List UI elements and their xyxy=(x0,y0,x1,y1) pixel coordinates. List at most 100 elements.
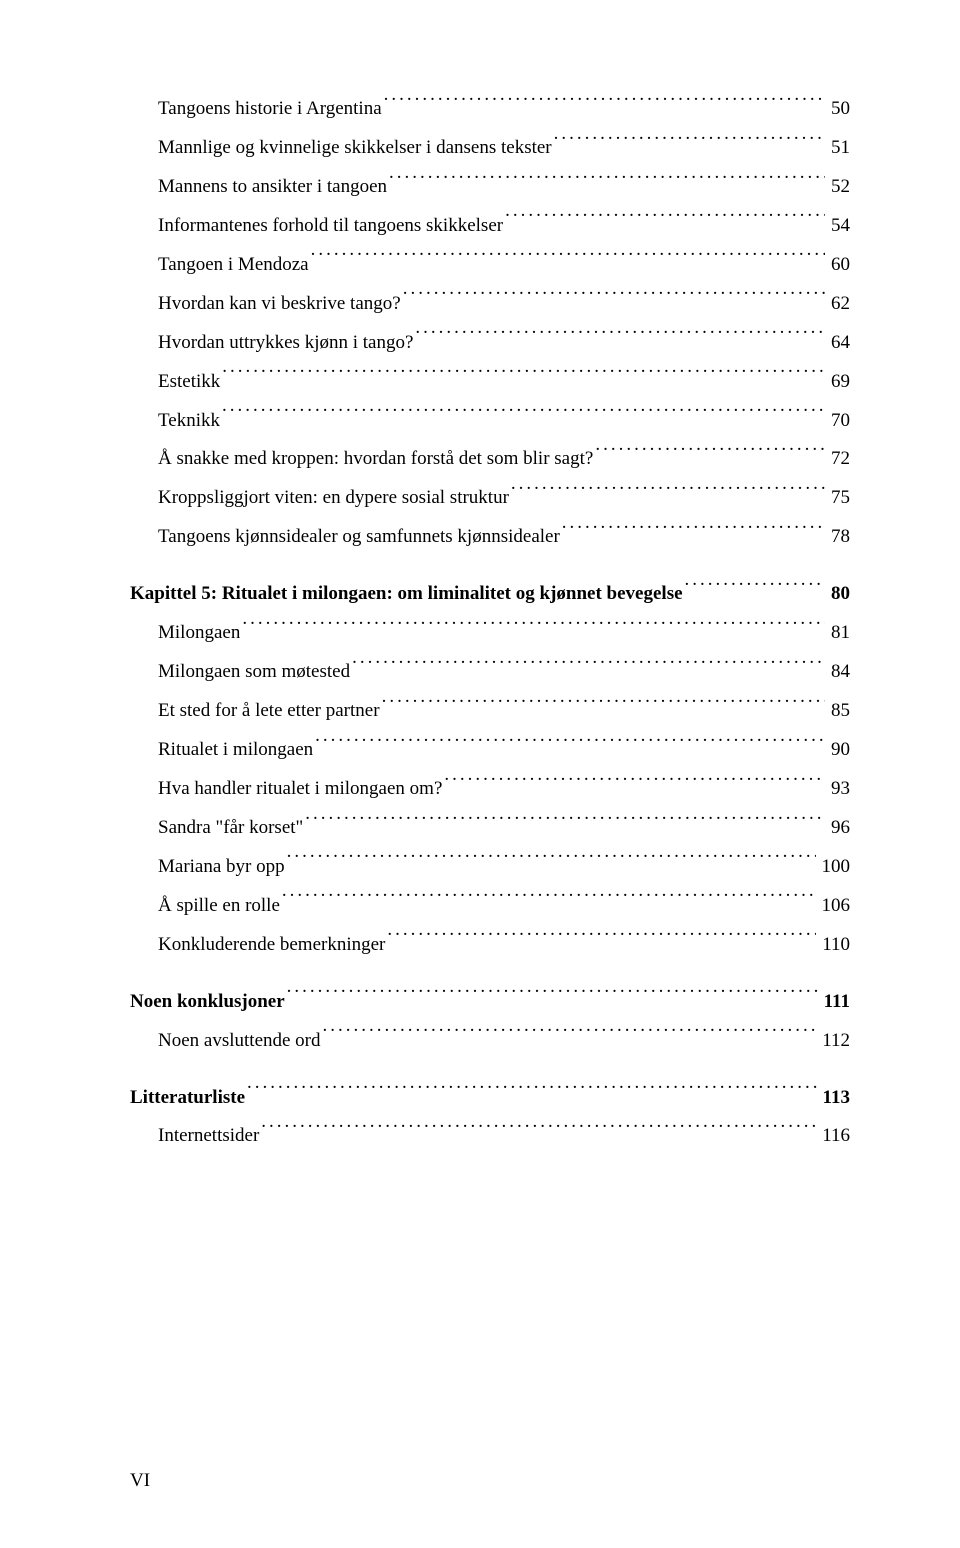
toc-entry: Milongaen som møtested 84 xyxy=(130,653,850,692)
toc-leader-dots xyxy=(323,1023,817,1046)
toc-leader-dots xyxy=(242,615,825,638)
table-of-contents: Tangoens historie i Argentina50Mannlige … xyxy=(130,90,850,1156)
toc-entry: Tangoens historie i Argentina50 xyxy=(130,90,850,129)
toc-entry: Informantenes forhold til tangoens skikk… xyxy=(130,207,850,246)
toc-entry: Konkluderende bemerkninger 110 xyxy=(130,926,850,965)
toc-entry-page: 112 xyxy=(818,1022,850,1061)
toc-entry-label: Hvordan uttrykkes kjønn i tango? xyxy=(158,324,413,363)
toc-entry-label: Noen avsluttende ord xyxy=(158,1022,321,1061)
toc-leader-dots xyxy=(554,130,825,153)
toc-entry: Mannens to ansikter i tangoen 52 xyxy=(130,168,850,207)
toc-entry: Å spille en rolle 106 xyxy=(130,887,850,926)
toc-leader-dots xyxy=(387,927,816,950)
toc-leader-dots xyxy=(305,810,825,833)
toc-entry: Sandra "får korset"96 xyxy=(130,809,850,848)
toc-entry-page: 113 xyxy=(819,1079,850,1118)
toc-entry-label: Noen konklusjoner xyxy=(130,983,285,1022)
toc-entry-page: 69 xyxy=(827,363,850,402)
toc-entry-label: Internettsider xyxy=(158,1117,259,1156)
toc-entry-label: Kroppsliggjort viten: en dypere sosial s… xyxy=(158,479,509,518)
toc-leader-dots xyxy=(562,520,825,543)
toc-entry-page: 80 xyxy=(827,575,850,614)
toc-entry: Ritualet i milongaen 90 xyxy=(130,731,850,770)
toc-entry-page: 85 xyxy=(827,692,850,731)
toc-entry-label: Tangoens kjønnsidealer og samfunnets kjø… xyxy=(158,518,560,557)
toc-entry-label: Mannlige og kvinnelige skikkelser i dans… xyxy=(158,129,552,168)
toc-entry-page: 78 xyxy=(827,518,850,557)
toc-leader-dots xyxy=(595,442,825,465)
toc-leader-dots xyxy=(511,481,825,504)
toc-entry-page: 64 xyxy=(827,324,850,363)
toc-leader-dots xyxy=(311,247,825,270)
toc-leader-dots xyxy=(415,325,825,348)
toc-entry-page: 60 xyxy=(827,246,850,285)
toc-leader-dots xyxy=(261,1119,816,1142)
toc-entry-label: Å snakke med kroppen: hvordan forstå det… xyxy=(158,440,593,479)
toc-entry-page: 84 xyxy=(827,653,850,692)
toc-entry-page: 81 xyxy=(827,614,850,653)
toc-entry-page: 54 xyxy=(827,207,850,246)
toc-leader-dots xyxy=(685,576,825,599)
toc-entry-label: Hvordan kan vi beskrive tango? xyxy=(158,285,401,324)
page: Tangoens historie i Argentina50Mannlige … xyxy=(0,0,960,1548)
toc-entry: Milongaen 81 xyxy=(130,614,850,653)
toc-entry-label: Tangoen i Mendoza xyxy=(158,246,309,285)
toc-leader-dots xyxy=(247,1080,817,1103)
toc-entry-label: Tangoens historie i Argentina xyxy=(158,90,382,129)
toc-leader-dots xyxy=(382,693,825,716)
toc-entry: Internettsider 116 xyxy=(130,1117,850,1156)
toc-entry: Et sted for å lete etter partner 85 xyxy=(130,692,850,731)
toc-entry-page: 106 xyxy=(818,887,851,926)
toc-leader-dots xyxy=(444,771,825,794)
toc-leader-dots xyxy=(505,208,825,231)
toc-leader-dots xyxy=(384,91,825,114)
toc-entry: Tangoens kjønnsidealer og samfunnets kjø… xyxy=(130,518,850,557)
toc-leader-dots xyxy=(352,654,825,677)
toc-entry-label: Ritualet i milongaen xyxy=(158,731,313,770)
toc-entry: Estetikk 69 xyxy=(130,363,850,402)
toc-leader-dots xyxy=(222,364,825,387)
toc-leader-dots xyxy=(222,403,825,426)
toc-entry-label: Hva handler ritualet i milongaen om? xyxy=(158,770,442,809)
toc-entry: Hva handler ritualet i milongaen om? 93 xyxy=(130,770,850,809)
toc-entry: Å snakke med kroppen: hvordan forstå det… xyxy=(130,440,850,479)
toc-entry-label: Mannens to ansikter i tangoen xyxy=(158,168,387,207)
toc-entry: Kroppsliggjort viten: en dypere sosial s… xyxy=(130,479,850,518)
toc-entry: Noen konklusjoner111 xyxy=(130,983,850,1022)
toc-entry-page: 75 xyxy=(827,479,850,518)
toc-entry: Tangoen i Mendoza 60 xyxy=(130,246,850,285)
toc-entry: Kapittel 5: Ritualet i milongaen: om lim… xyxy=(130,575,850,614)
toc-entry-page: 100 xyxy=(818,848,851,887)
toc-entry-label: Informantenes forhold til tangoens skikk… xyxy=(158,207,503,246)
toc-leader-dots xyxy=(282,888,816,911)
toc-entry: Teknikk70 xyxy=(130,402,850,441)
toc-entry: Noen avsluttende ord 112 xyxy=(130,1022,850,1061)
toc-entry-label: Litteraturliste xyxy=(130,1079,245,1118)
toc-entry-page: 93 xyxy=(827,770,850,809)
toc-entry: Hvordan uttrykkes kjønn i tango? 64 xyxy=(130,324,850,363)
toc-entry-page: 62 xyxy=(827,285,850,324)
page-number-footer: VI xyxy=(130,1470,850,1498)
toc-entry-page: 70 xyxy=(827,402,850,441)
toc-leader-dots xyxy=(389,169,825,192)
toc-entry-label: Milongaen xyxy=(158,614,240,653)
toc-entry-page: 51 xyxy=(827,129,850,168)
toc-entry-label: Milongaen som møtested xyxy=(158,653,350,692)
toc-leader-dots xyxy=(403,286,825,309)
toc-entry-page: 72 xyxy=(827,440,850,479)
toc-entry-page: 52 xyxy=(827,168,850,207)
toc-entry-label: Sandra "får korset" xyxy=(158,809,303,848)
toc-entry-label: Å spille en rolle xyxy=(158,887,280,926)
toc-entry-label: Estetikk xyxy=(158,363,220,402)
toc-entry: Mannlige og kvinnelige skikkelser i dans… xyxy=(130,129,850,168)
toc-leader-dots xyxy=(315,732,825,755)
toc-entry-page: 90 xyxy=(827,731,850,770)
toc-entry-label: Konkluderende bemerkninger xyxy=(158,926,385,965)
toc-entry-page: 116 xyxy=(818,1117,850,1156)
toc-entry-page: 110 xyxy=(818,926,850,965)
toc-entry-label: Kapittel 5: Ritualet i milongaen: om lim… xyxy=(130,575,683,614)
toc-entry-label: Et sted for å lete etter partner xyxy=(158,692,380,731)
toc-entry-label: Mariana byr opp xyxy=(158,848,285,887)
toc-leader-dots xyxy=(287,984,818,1007)
toc-entry: Litteraturliste 113 xyxy=(130,1079,850,1118)
